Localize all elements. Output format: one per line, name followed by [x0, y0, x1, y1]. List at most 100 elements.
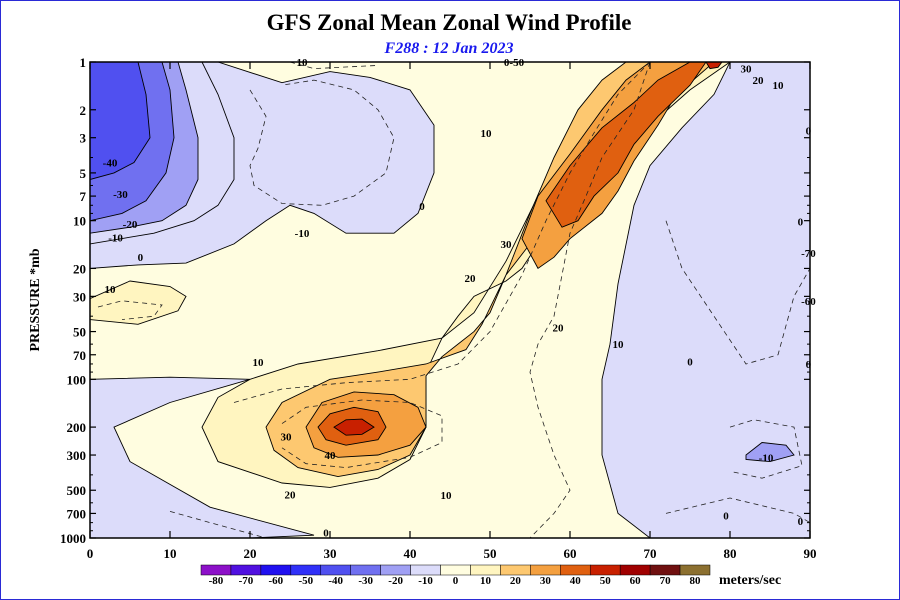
colorbar-swatch — [200, 564, 232, 576]
y-tick-label: 500 — [67, 483, 87, 498]
y-tick-label: 700 — [67, 506, 87, 521]
x-axis: 0 10 20 30 40 50 60 70 80 90 — [87, 62, 817, 561]
y-tick-label: 70 — [73, 348, 86, 363]
contour-label: -40 — [103, 158, 118, 170]
contour-label: 10 — [441, 490, 453, 502]
colorbar-swatch — [380, 564, 411, 576]
x-tick-label: 0 — [87, 546, 94, 561]
y-axis-label: PRESSURE *mb — [28, 248, 43, 351]
contour-label: 30 — [501, 239, 513, 251]
contour-label: -70 — [801, 248, 816, 260]
y-tick-label: 1000 — [60, 531, 86, 546]
x-tick-label: 70 — [644, 546, 657, 561]
contour-regions — [90, 62, 795, 538]
contour-field — [90, 62, 810, 538]
x-tick-label: 90 — [804, 546, 817, 561]
plot-border — [89, 61, 811, 539]
dashed-contour — [529, 62, 651, 538]
colorbar-swatch — [230, 564, 262, 576]
colorbar-swatch — [350, 564, 381, 576]
chart-title: GFS Zonal Mean Zonal Wind Profile — [267, 10, 632, 35]
colorbar-unit: meters/sec — [719, 573, 781, 588]
contour-label: 20 — [465, 273, 477, 285]
dashed-contour — [665, 220, 810, 365]
dashed-contour — [169, 511, 267, 538]
colorbar-swatch — [679, 564, 711, 576]
contour-label: 20 — [285, 489, 297, 501]
contour-label: -10 — [759, 452, 774, 464]
colorbar-label: 40 — [570, 575, 582, 587]
contour-label: 10 — [253, 357, 265, 369]
colorbar-label: 70 — [660, 575, 672, 587]
dashed-contour — [729, 419, 803, 479]
colorbar-label: 50 — [600, 575, 612, 587]
contour-label: 0 — [798, 216, 804, 228]
dashed-contour — [233, 62, 651, 403]
y-tick-label: 1 — [80, 55, 87, 70]
colorbar-swatch — [500, 564, 531, 576]
colorbar-swatch — [320, 564, 351, 576]
contour-label: 10 — [481, 128, 493, 140]
dashed-contour — [289, 62, 379, 70]
colorbar-label: -70 — [239, 575, 254, 587]
contour-region — [705, 62, 723, 70]
dashed-contour — [249, 79, 395, 206]
contour-label: 0 — [806, 359, 812, 371]
contour-region — [745, 442, 795, 463]
contour-label: 0 — [419, 201, 425, 213]
colorbar-label: -60 — [269, 575, 284, 587]
colorbar-swatch — [260, 564, 292, 576]
colorbar-label: 60 — [630, 575, 642, 587]
y-tick-label: 20 — [73, 261, 86, 276]
contour-label: 10 — [105, 284, 117, 296]
contour-label: -20 — [123, 219, 138, 231]
dashed-contour — [97, 300, 163, 320]
x-tick-label: 40 — [404, 546, 417, 561]
y-tick-label: 2 — [80, 103, 87, 118]
colorbar-label: -80 — [209, 575, 224, 587]
contour-label: 0 — [806, 125, 812, 137]
contour-label: 10 — [613, 339, 625, 351]
contour-label: -30 — [113, 189, 128, 201]
dashed-contour — [281, 399, 443, 469]
contour-label: -10 — [295, 228, 310, 240]
colorbar-swatch — [619, 564, 651, 576]
contour-label: -60 — [801, 296, 816, 308]
y-tick-label: 10 — [73, 214, 86, 229]
colorbar-label: 80 — [690, 575, 702, 587]
y-tick-label: 30 — [73, 289, 86, 304]
contour-label: 0 — [138, 252, 144, 264]
contour-label: 0 — [723, 510, 729, 522]
y-tick-label: 7 — [80, 189, 87, 204]
colorbar-label: -30 — [358, 575, 373, 587]
colorbar-swatch — [530, 564, 561, 576]
y-tick-label: 5 — [80, 166, 87, 181]
contour-label: 40 — [325, 450, 337, 462]
x-tick-label: 30 — [324, 546, 337, 561]
x-tick-label: 10 — [164, 546, 177, 561]
colorbar-swatch — [410, 564, 441, 576]
chart-subtitle: F288 : 12 Jan 2023 — [384, 40, 514, 57]
contour-label: 0-50 — [504, 57, 525, 69]
contour-labels: 10 0-50-40-30-20-10 -100010101010102020202… — [103, 57, 817, 539]
colorbar-label: 30 — [540, 575, 552, 587]
colorbar-label: -20 — [388, 575, 403, 587]
x-tick-label: 80 — [724, 546, 737, 561]
x-tick-label: 60 — [564, 546, 577, 561]
colorbar-label: 10 — [480, 575, 492, 587]
contour-label: 10 — [297, 57, 309, 69]
colorbar-swatch — [470, 564, 501, 576]
colorbar-label: -40 — [328, 575, 343, 587]
contour-label: -10 — [108, 233, 123, 245]
contour-region — [545, 62, 707, 228]
contour-label: 20 — [753, 75, 765, 87]
colorbar-swatch — [440, 564, 471, 576]
colorbar-label: -10 — [418, 575, 433, 587]
colorbar-label: 20 — [510, 575, 522, 587]
contour-region — [333, 418, 375, 436]
contour-label: 0 — [323, 527, 329, 539]
contour-label: 10 — [773, 80, 785, 92]
colorbar-label: 0 — [453, 575, 459, 587]
